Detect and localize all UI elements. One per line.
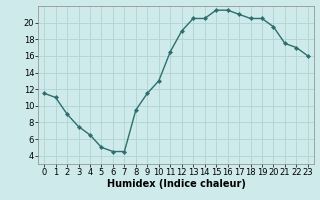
X-axis label: Humidex (Indice chaleur): Humidex (Indice chaleur) bbox=[107, 179, 245, 189]
